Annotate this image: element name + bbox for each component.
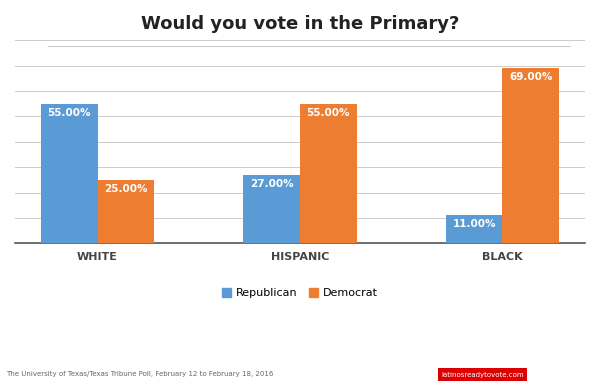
Bar [300,104,356,243]
Text: 27.00%: 27.00% [250,179,293,189]
Bar [98,180,154,243]
Title: Would you vote in the Primary?: Would you vote in the Primary? [141,15,459,33]
Text: The University of Texas/Texas Tribune Poll, February 12 to February 18, 2016: The University of Texas/Texas Tribune Po… [6,371,274,377]
Text: 69.00%: 69.00% [509,72,553,82]
Bar [244,175,300,243]
Text: latinosreadytovote.com: latinosreadytovote.com [441,372,524,378]
Bar [446,215,502,243]
Text: 55.00%: 55.00% [47,107,91,117]
Text: 11.00%: 11.00% [452,219,496,229]
Text: 25.00%: 25.00% [104,184,148,194]
Bar [502,68,559,243]
Legend: Republican, Democrat: Republican, Democrat [217,284,383,303]
Bar [41,104,98,243]
Text: 55.00%: 55.00% [307,107,350,117]
